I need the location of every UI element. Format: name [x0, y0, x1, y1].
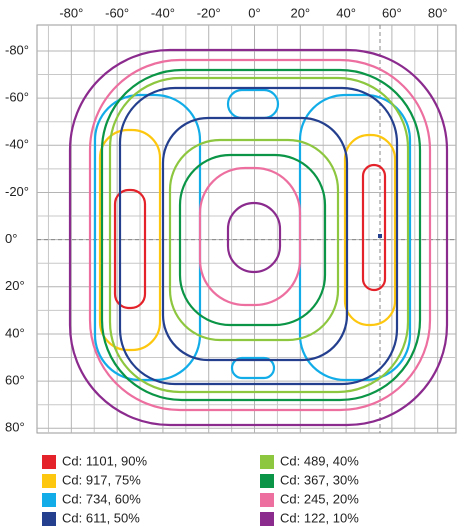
legend-label: Cd: 489, 40%: [280, 453, 359, 468]
x-tick-label: -60°: [105, 5, 129, 20]
legend-label: Cd: 1101, 90%: [62, 453, 147, 468]
legend-label: Cd: 367, 30%: [280, 472, 359, 487]
legend-swatch: [260, 455, 274, 469]
legend-swatch: [42, 493, 56, 507]
legend-label: Cd: 611, 50%: [62, 510, 140, 525]
legend-swatch: [42, 455, 56, 469]
x-tick-label: -80°: [59, 5, 83, 20]
contour: [118, 86, 399, 386]
legend-label: Cd: 917, 75%: [62, 472, 141, 487]
legend-label: Cd: 122, 10%: [280, 510, 359, 525]
contour: [161, 116, 349, 362]
contour: [168, 138, 340, 342]
contour: [108, 76, 410, 394]
y-tick-label: 0°: [5, 231, 17, 246]
x-tick-label: -20°: [197, 5, 221, 20]
legend-swatch: [42, 474, 56, 488]
contour: [230, 356, 276, 380]
x-tick-label: 60°: [382, 5, 402, 20]
y-tick-label: 20°: [5, 278, 25, 293]
y-tick-label: 40°: [5, 325, 25, 340]
contour: [98, 128, 162, 352]
legend-swatch: [260, 474, 274, 488]
contour: [113, 188, 147, 310]
contour: [100, 68, 422, 402]
y-tick-label: 60°: [5, 373, 25, 388]
contour: [178, 153, 327, 327]
y-tick-label: -40°: [5, 137, 29, 152]
legend-label: Cd: 245, 20%: [280, 491, 359, 506]
contour: [361, 163, 387, 292]
legend-swatch: [260, 512, 274, 526]
legend-label: Cd: 734, 60%: [62, 491, 141, 506]
y-tick-label: -60°: [5, 90, 29, 105]
y-tick-label: 80°: [5, 420, 25, 435]
x-tick-label: 20°: [290, 5, 310, 20]
legend-swatch: [42, 512, 56, 526]
contour: [68, 48, 449, 427]
y-tick-label: -20°: [5, 184, 29, 199]
contour: [88, 58, 432, 412]
legend-swatch: [260, 493, 274, 507]
y-tick-label: -80°: [5, 42, 29, 57]
x-tick-label: 0°: [248, 5, 260, 20]
x-tick-label: -40°: [151, 5, 175, 20]
x-tick-label: 80°: [428, 5, 448, 20]
crosshair-point: [378, 234, 382, 238]
x-tick-label: 40°: [336, 5, 356, 20]
contour: [198, 166, 302, 307]
contour: [226, 201, 282, 274]
contour: [343, 133, 397, 327]
